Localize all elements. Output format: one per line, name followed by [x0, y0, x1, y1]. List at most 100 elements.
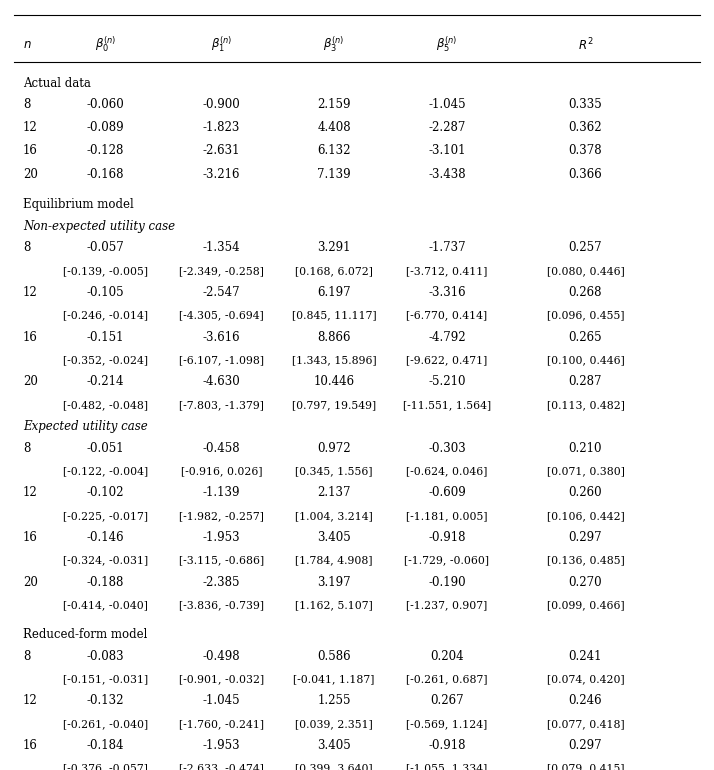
- Text: 2.137: 2.137: [318, 487, 351, 499]
- Text: 0.335: 0.335: [568, 99, 603, 111]
- Text: -0.146: -0.146: [87, 531, 124, 544]
- Text: -1.823: -1.823: [203, 122, 240, 134]
- Text: [0.071, 0.380]: [0.071, 0.380]: [546, 467, 625, 476]
- Text: 0.378: 0.378: [568, 145, 603, 157]
- Text: [-1.760, -0.241]: [-1.760, -0.241]: [178, 719, 264, 728]
- Text: [0.168, 6.072]: [0.168, 6.072]: [295, 266, 373, 276]
- Text: -0.184: -0.184: [87, 739, 124, 752]
- Text: 0.257: 0.257: [568, 242, 603, 254]
- Text: 0.972: 0.972: [317, 442, 351, 454]
- Text: 0.297: 0.297: [568, 531, 603, 544]
- Text: [-3.836, -0.739]: [-3.836, -0.739]: [178, 601, 264, 610]
- Text: -0.132: -0.132: [87, 695, 124, 707]
- Text: 20: 20: [23, 376, 38, 388]
- Text: $\beta_1^{(n)}$: $\beta_1^{(n)}$: [211, 35, 232, 55]
- Text: 0.265: 0.265: [568, 331, 603, 343]
- Text: 16: 16: [23, 145, 38, 157]
- Text: [-0.376, -0.057]: [-0.376, -0.057]: [64, 764, 148, 770]
- Text: [-0.624, 0.046]: [-0.624, 0.046]: [406, 467, 488, 476]
- Text: 3.405: 3.405: [317, 531, 351, 544]
- Text: 3.197: 3.197: [317, 576, 351, 588]
- Text: [0.080, 0.446]: [0.080, 0.446]: [547, 266, 624, 276]
- Text: -3.438: -3.438: [428, 168, 466, 180]
- Text: [-9.622, 0.471]: [-9.622, 0.471]: [406, 356, 488, 365]
- Text: Non-expected utility case: Non-expected utility case: [23, 220, 175, 233]
- Text: Expected utility case: Expected utility case: [23, 420, 148, 433]
- Text: 4.408: 4.408: [317, 122, 351, 134]
- Text: [-0.122, -0.004]: [-0.122, -0.004]: [63, 467, 149, 476]
- Text: -0.060: -0.060: [87, 99, 124, 111]
- Text: 0.210: 0.210: [569, 442, 602, 454]
- Text: [0.113, 0.482]: [0.113, 0.482]: [546, 400, 625, 410]
- Text: [-0.139, -0.005]: [-0.139, -0.005]: [63, 266, 149, 276]
- Text: -0.190: -0.190: [428, 576, 466, 588]
- Text: 3.291: 3.291: [318, 242, 351, 254]
- Text: [-0.324, -0.031]: [-0.324, -0.031]: [63, 556, 149, 565]
- Text: -0.151: -0.151: [87, 331, 124, 343]
- Text: -0.609: -0.609: [428, 487, 466, 499]
- Text: [-0.352, -0.024]: [-0.352, -0.024]: [63, 356, 149, 365]
- Text: 0.241: 0.241: [569, 650, 602, 662]
- Text: [-3.712, 0.411]: [-3.712, 0.411]: [406, 266, 488, 276]
- Text: -2.287: -2.287: [428, 122, 466, 134]
- Text: [-0.901, -0.032]: [-0.901, -0.032]: [178, 675, 264, 684]
- Text: -1.354: -1.354: [203, 242, 240, 254]
- Text: -3.101: -3.101: [428, 145, 466, 157]
- Text: -3.216: -3.216: [203, 168, 240, 180]
- Text: [-6.770, 0.414]: [-6.770, 0.414]: [406, 311, 488, 320]
- Text: $n$: $n$: [23, 38, 31, 51]
- Text: 8: 8: [23, 242, 30, 254]
- Text: 7.139: 7.139: [317, 168, 351, 180]
- Text: -1.045: -1.045: [203, 695, 240, 707]
- Text: [1.343, 15.896]: [1.343, 15.896]: [292, 356, 376, 365]
- Text: -4.630: -4.630: [203, 376, 240, 388]
- Text: -1.139: -1.139: [203, 487, 240, 499]
- Text: 16: 16: [23, 331, 38, 343]
- Text: 12: 12: [23, 487, 38, 499]
- Text: -2.385: -2.385: [203, 576, 240, 588]
- Text: 3.405: 3.405: [317, 739, 351, 752]
- Text: -0.214: -0.214: [87, 376, 124, 388]
- Text: [0.399, 3.640]: [0.399, 3.640]: [296, 764, 373, 770]
- Text: 1.255: 1.255: [318, 695, 351, 707]
- Text: -0.918: -0.918: [428, 531, 466, 544]
- Text: [-0.246, -0.014]: [-0.246, -0.014]: [63, 311, 149, 320]
- Text: [0.136, 0.485]: [0.136, 0.485]: [547, 556, 624, 565]
- Text: [-11.551, 1.564]: [-11.551, 1.564]: [403, 400, 491, 410]
- Text: 12: 12: [23, 286, 38, 299]
- Text: [1.004, 3.214]: [1.004, 3.214]: [296, 511, 373, 521]
- Text: 2.159: 2.159: [318, 99, 351, 111]
- Text: [0.077, 0.418]: [0.077, 0.418]: [547, 719, 624, 728]
- Text: -0.083: -0.083: [87, 650, 124, 662]
- Text: [-1.055, 1.334]: [-1.055, 1.334]: [406, 764, 488, 770]
- Text: 0.297: 0.297: [568, 739, 603, 752]
- Text: Equilibrium model: Equilibrium model: [23, 199, 134, 211]
- Text: 10.446: 10.446: [313, 376, 355, 388]
- Text: -2.631: -2.631: [203, 145, 240, 157]
- Text: [0.079, 0.415]: [0.079, 0.415]: [547, 764, 624, 770]
- Text: [0.099, 0.466]: [0.099, 0.466]: [547, 601, 624, 610]
- Text: [-0.414, -0.040]: [-0.414, -0.040]: [64, 601, 148, 610]
- Text: -4.792: -4.792: [428, 331, 466, 343]
- Text: [-0.482, -0.048]: [-0.482, -0.048]: [63, 400, 149, 410]
- Text: 0.362: 0.362: [568, 122, 603, 134]
- Text: [0.039, 2.351]: [0.039, 2.351]: [296, 719, 373, 728]
- Text: -0.498: -0.498: [203, 650, 240, 662]
- Text: [-3.115, -0.686]: [-3.115, -0.686]: [178, 556, 264, 565]
- Text: -0.057: -0.057: [87, 242, 124, 254]
- Text: 16: 16: [23, 739, 38, 752]
- Text: -0.303: -0.303: [428, 442, 466, 454]
- Text: [-2.349, -0.258]: [-2.349, -0.258]: [179, 266, 263, 276]
- Text: 0.366: 0.366: [568, 168, 603, 180]
- Text: -3.316: -3.316: [428, 286, 466, 299]
- Text: [-0.151, -0.031]: [-0.151, -0.031]: [63, 675, 149, 684]
- Text: [-1.729, -0.060]: [-1.729, -0.060]: [404, 556, 490, 565]
- Text: 0.586: 0.586: [317, 650, 351, 662]
- Text: 20: 20: [23, 168, 38, 180]
- Text: -1.045: -1.045: [428, 99, 466, 111]
- Text: [-1.181, 0.005]: [-1.181, 0.005]: [406, 511, 488, 521]
- Text: [-0.916, 0.026]: [-0.916, 0.026]: [181, 467, 262, 476]
- Text: 8.866: 8.866: [318, 331, 351, 343]
- Text: [0.074, 0.420]: [0.074, 0.420]: [547, 675, 624, 684]
- Text: [-1.237, 0.907]: [-1.237, 0.907]: [406, 601, 488, 610]
